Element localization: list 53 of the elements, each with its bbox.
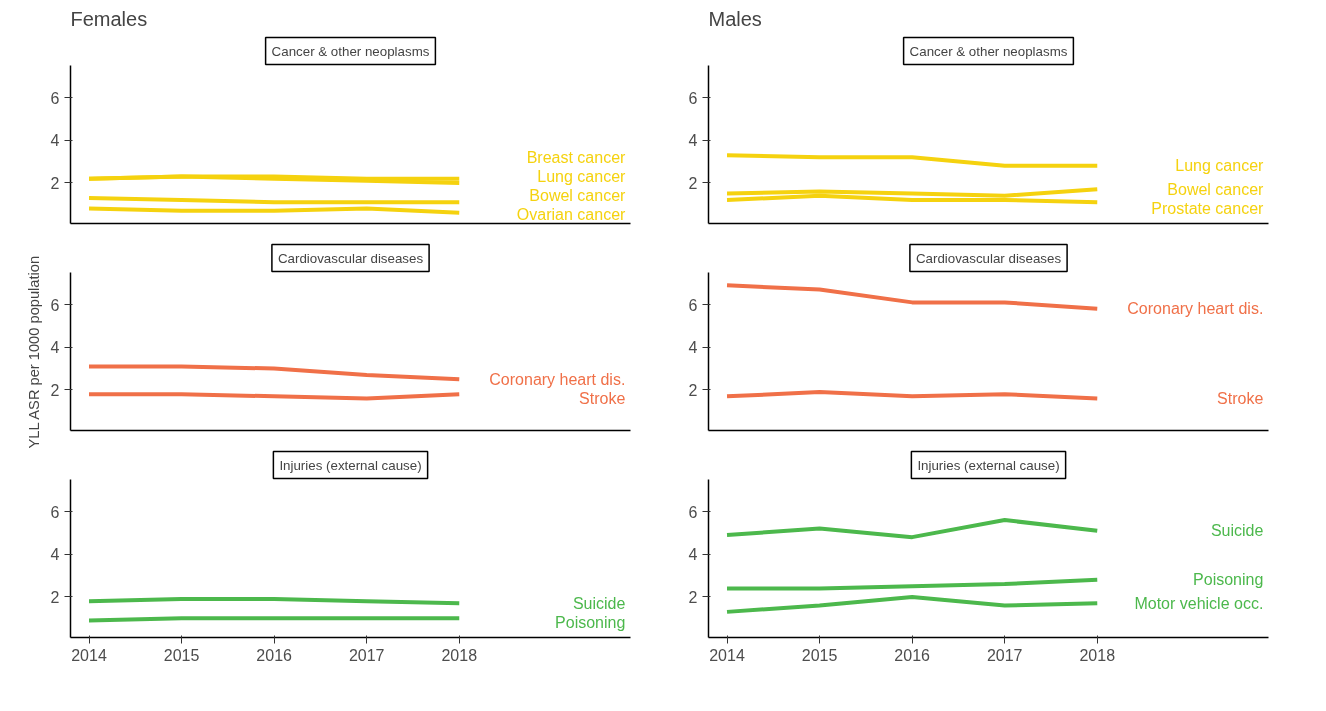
text: Lung cancer xyxy=(537,167,627,185)
text: Bowel cancer xyxy=(1167,180,1265,198)
text: Prostate cancer xyxy=(1151,199,1265,217)
y-tick-label: 2 xyxy=(688,588,698,606)
y-tick-label: 2 xyxy=(50,174,60,192)
y-axis-title: YLL ASR per 1000 population xyxy=(25,255,42,449)
text: Suicide xyxy=(1210,522,1264,540)
text: Poisoning xyxy=(1193,571,1264,589)
text: Stroke xyxy=(1217,389,1264,407)
chart-title: Males xyxy=(708,7,762,30)
text: Motor vehicle occ. xyxy=(1134,594,1264,612)
y-tick-label: 6 xyxy=(50,89,60,107)
chart-subtitle: Cardiovascular diseases xyxy=(915,250,1062,266)
text: Poisoning xyxy=(555,613,626,631)
series-label: Coronary heart dis. xyxy=(489,370,626,388)
chart-subtitle: Cancer & other neoplasms xyxy=(271,43,430,59)
x-tick-label: 2014 xyxy=(709,646,745,664)
chart-title: Females xyxy=(70,7,148,30)
x-tick-label: 2017 xyxy=(986,646,1023,664)
y-tick-label: 2 xyxy=(688,381,698,399)
text: Suicide xyxy=(572,594,626,612)
y-tick-label: 6 xyxy=(50,503,60,521)
x-tick-label: 2014 xyxy=(71,646,107,664)
x-tick-label: 2018 xyxy=(1079,646,1116,664)
y-tick-label: 2 xyxy=(50,588,60,606)
y-tick-label: 4 xyxy=(50,132,60,150)
y-tick-label: 4 xyxy=(688,546,698,564)
y-tick-label: 6 xyxy=(50,296,60,314)
x-tick-label: 2017 xyxy=(348,646,385,664)
x-tick-label: 2018 xyxy=(441,646,478,664)
y-tick-label: 6 xyxy=(688,503,698,521)
y-tick-label: 4 xyxy=(688,339,698,357)
y-tick-label: 6 xyxy=(688,89,698,107)
series-label: Coronary heart dis. xyxy=(1127,300,1264,318)
x-tick-label: 2015 xyxy=(801,646,838,664)
chart-subtitle: Cardiovascular diseases xyxy=(277,250,424,266)
text: Breast cancer xyxy=(526,148,627,166)
x-tick-label: 2016 xyxy=(256,646,293,664)
x-tick-label: 2015 xyxy=(163,646,200,664)
chart-subtitle: Injuries (external cause) xyxy=(917,457,1060,473)
text: Lung cancer xyxy=(1175,157,1265,175)
chart-subtitle: Injuries (external cause) xyxy=(279,457,422,473)
y-tick-label: 2 xyxy=(50,381,60,399)
x-tick-label: 2016 xyxy=(894,646,931,664)
y-tick-label: 4 xyxy=(688,132,698,150)
chart-subtitle: Cancer & other neoplasms xyxy=(909,43,1068,59)
y-tick-label: 6 xyxy=(688,296,698,314)
text: Stroke xyxy=(579,389,626,407)
y-tick-label: 4 xyxy=(50,339,60,357)
y-tick-label: 2 xyxy=(688,174,698,192)
y-tick-label: 4 xyxy=(50,546,60,564)
text: Ovarian cancer xyxy=(516,205,627,223)
text: Bowel cancer xyxy=(529,186,627,204)
